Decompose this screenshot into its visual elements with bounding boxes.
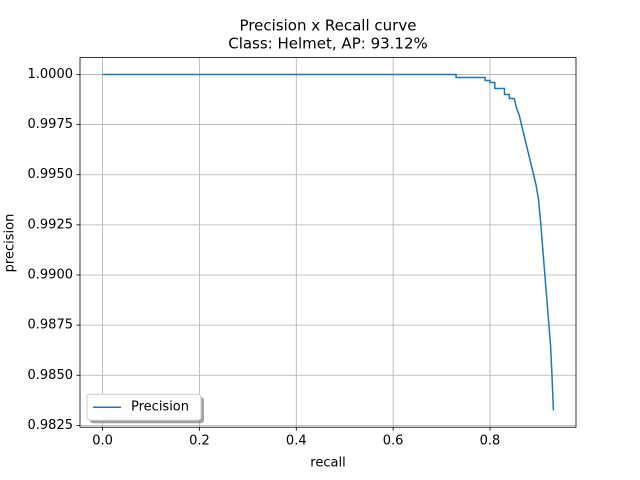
y-tick-label: 0.9825 bbox=[28, 418, 74, 433]
x-tick-label: 0.6 bbox=[383, 434, 404, 449]
y-tick-label: 0.9925 bbox=[28, 217, 74, 232]
legend-box bbox=[86, 393, 202, 421]
y-tick-label: 0.9875 bbox=[28, 318, 74, 333]
y-tick-label: 0.9975 bbox=[28, 117, 74, 132]
x-axis-label: recall bbox=[310, 456, 345, 471]
legend-label: Precision bbox=[131, 400, 189, 415]
axes-frame bbox=[79, 57, 577, 428]
x-tick-label: 0.4 bbox=[286, 434, 307, 449]
chart-title: Precision x Recall curve bbox=[240, 17, 417, 35]
y-tick-label: 0.9850 bbox=[28, 368, 74, 383]
y-axis-label: precision bbox=[3, 214, 18, 273]
x-tick-label: 0.0 bbox=[92, 434, 113, 449]
chart-subtitle: Class: Helmet, AP: 93.12% bbox=[228, 35, 428, 53]
y-tick-label: 0.9900 bbox=[28, 267, 74, 282]
legend: Precision bbox=[86, 393, 204, 424]
data-line bbox=[102, 73, 555, 411]
x-tick-label: 0.8 bbox=[480, 434, 501, 449]
x-tick-label: 0.2 bbox=[189, 434, 210, 449]
y-tick-label: 1.0000 bbox=[28, 67, 74, 82]
y-tick-label: 0.9950 bbox=[28, 167, 74, 182]
